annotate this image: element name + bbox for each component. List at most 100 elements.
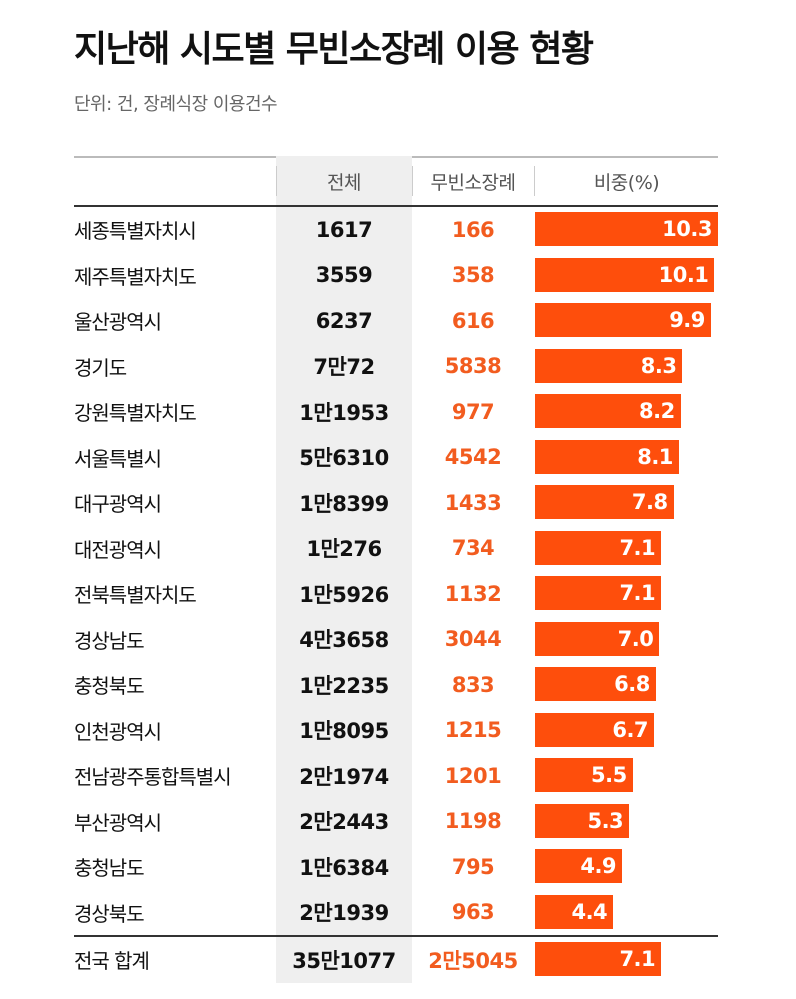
header-rule <box>74 205 718 207</box>
mubin-count: 734 <box>451 536 495 561</box>
region-name: 제주특별자치도 <box>74 264 197 289</box>
table-row: 대전광역시 1만276 734 7.1 <box>74 525 718 572</box>
share-cell: 8.3 <box>535 344 718 390</box>
total-count: 2만1939 <box>276 889 412 935</box>
mubin-count: 1433 <box>444 490 502 515</box>
total-count: 1617 <box>276 207 412 253</box>
region-name: 전남광주통합특별시 <box>74 765 232 790</box>
share-cell: 4.4 <box>535 890 718 936</box>
mubin-count: 1215 <box>444 718 502 743</box>
region-name: 대구광역시 <box>74 492 162 517</box>
mubin-count: 1201 <box>444 763 502 788</box>
mubin-count: 358 <box>451 263 495 288</box>
share-bar: 4.9 <box>535 849 623 883</box>
table-row: 강원특별자치도 1만1953 977 8.2 <box>74 389 718 435</box>
region-name: 충청남도 <box>74 856 145 881</box>
mubin-count: 977 <box>451 399 495 424</box>
header-divider <box>276 166 277 196</box>
share-cell: 7.1 <box>535 937 718 983</box>
region-name: 인천광역시 <box>74 719 162 744</box>
region-name: 전국 합계 <box>74 949 150 974</box>
mubin-count: 616 <box>451 308 495 333</box>
total-count: 2만2443 <box>276 798 412 844</box>
region-name: 대전광역시 <box>74 537 162 562</box>
total-count: 7만72 <box>276 343 412 389</box>
mubin-count: 2만5045 <box>428 948 518 973</box>
share-bar: 8.1 <box>535 439 679 474</box>
mubin-count: 1132 <box>444 581 502 606</box>
region-name: 세종특별자치시 <box>74 219 197 244</box>
total-count: 1만8399 <box>276 480 412 526</box>
total-count: 4만3658 <box>276 616 412 662</box>
mubin-count: 795 <box>451 854 495 879</box>
share-bar: 6.7 <box>535 712 655 747</box>
mubin-count: 3044 <box>444 627 502 652</box>
region-name: 강원특별자치도 <box>74 401 197 426</box>
header-share: 비중(%) <box>593 171 660 194</box>
share-cell: 5.5 <box>535 753 718 799</box>
region-name: 서울특별시 <box>74 446 162 471</box>
table-row: 충청남도 1만6384 795 4.9 <box>74 844 718 890</box>
share-cell: 5.3 <box>535 799 718 845</box>
total-count: 35만1077 <box>276 937 412 983</box>
mubin-count: 5838 <box>444 354 502 379</box>
share-bar: 7.1 <box>535 530 662 565</box>
share-bar: 8.3 <box>535 348 683 383</box>
table-row: 경상남도 4만3658 3044 7.0 <box>74 616 718 663</box>
total-count: 1만6384 <box>276 844 412 890</box>
total-row: 전국 합계 35만1077 2만5045 7.1 <box>74 937 718 983</box>
total-count: 2만1974 <box>276 753 412 799</box>
share-cell: 10.1 <box>535 253 718 299</box>
share-cell: 7.1 <box>535 526 718 572</box>
share-bar: 8.2 <box>535 394 681 428</box>
share-bar: 4.4 <box>535 894 614 929</box>
table-row: 서울특별시 5만6310 4542 8.1 <box>74 434 718 481</box>
share-bar: 7.0 <box>535 621 660 656</box>
table-row: 충청북도 1만2235 833 6.8 <box>74 662 718 708</box>
share-bar: 7.1 <box>535 942 662 976</box>
header-total: 전체 <box>276 156 412 206</box>
table-row: 제주특별자치도 3559 358 10.1 <box>74 252 718 299</box>
share-bar: 6.8 <box>535 667 656 701</box>
share-bar: 7.8 <box>535 485 674 519</box>
table-row: 전북특별자치도 1만5926 1132 7.1 <box>74 571 718 617</box>
table-row: 전남광주통합특별시 2만1974 1201 5.5 <box>74 753 718 799</box>
header-divider <box>534 166 535 196</box>
header-mubin: 무빈소장례 <box>430 171 516 194</box>
header-region <box>74 156 276 206</box>
share-cell: 7.1 <box>535 571 718 617</box>
region-name: 경상남도 <box>74 628 145 653</box>
mubin-count: 1198 <box>444 809 502 834</box>
header-divider <box>412 166 413 196</box>
table-row: 세종특별자치시 1617 166 10.3 <box>74 207 718 253</box>
total-separator <box>74 935 718 937</box>
share-cell: 4.9 <box>535 844 718 890</box>
header-row: 전체 무빈소장례 비중(%) <box>74 156 718 206</box>
share-cell: 10.3 <box>535 207 718 253</box>
share-cell: 9.9 <box>535 298 718 344</box>
total-count: 1만8095 <box>276 707 412 753</box>
share-bar: 7.1 <box>535 576 662 610</box>
share-bar: 10.1 <box>535 257 715 292</box>
mubin-count: 963 <box>451 900 495 925</box>
region-name: 충청북도 <box>74 674 145 699</box>
share-cell: 7.0 <box>535 617 718 663</box>
region-name: 경상북도 <box>74 901 145 926</box>
total-count: 3559 <box>276 252 412 298</box>
total-count: 5만6310 <box>276 434 412 480</box>
region-name: 울산광역시 <box>74 310 162 335</box>
mubin-count: 166 <box>451 217 495 242</box>
share-cell: 7.8 <box>535 480 718 526</box>
table-row: 경기도 7만72 5838 8.3 <box>74 343 718 390</box>
chart-title: 지난해 시도별 무빈소장례 이용 현황 <box>74 29 594 70</box>
region-name: 부산광역시 <box>74 810 162 835</box>
share-cell: 8.1 <box>535 435 718 481</box>
table-row: 경상북도 2만1939 963 4.4 <box>74 889 718 936</box>
mubin-count: 833 <box>451 672 495 697</box>
total-count: 6237 <box>276 298 412 344</box>
table-row: 대구광역시 1만8399 1433 7.8 <box>74 480 718 526</box>
total-count: 1만2235 <box>276 662 412 708</box>
share-cell: 6.8 <box>535 662 718 708</box>
share-bar: 9.9 <box>535 303 711 337</box>
mubin-count: 4542 <box>444 445 502 470</box>
